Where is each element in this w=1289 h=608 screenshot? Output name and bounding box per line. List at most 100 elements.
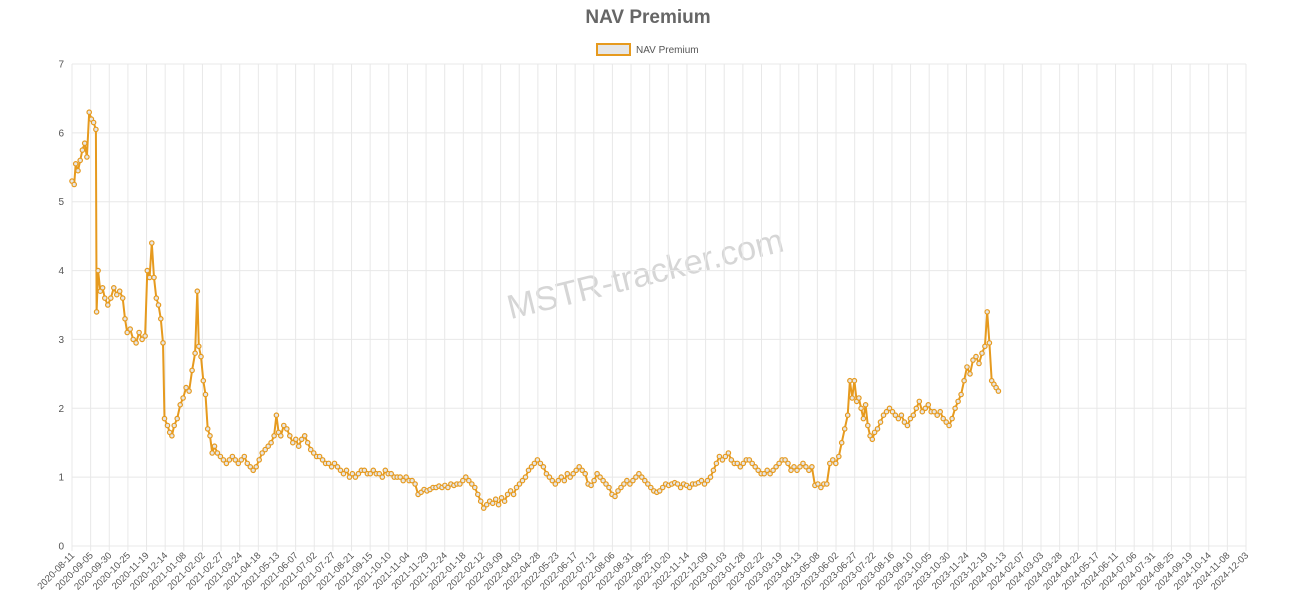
data-point[interactable]: [346, 474, 353, 480]
data-point[interactable]: [749, 460, 756, 467]
data-point[interactable]: [507, 488, 514, 494]
data-point[interactable]: [298, 436, 305, 443]
data-point[interactable]: [995, 388, 1002, 394]
data-point[interactable]: [919, 408, 926, 415]
data-point[interactable]: [973, 353, 979, 360]
data-point[interactable]: [349, 470, 356, 477]
data-point[interactable]: [146, 274, 153, 281]
data-point[interactable]: [952, 405, 958, 412]
data-point[interactable]: [704, 477, 711, 484]
data-point[interactable]: [849, 395, 856, 401]
data-point[interactable]: [606, 484, 612, 491]
data-point[interactable]: [250, 467, 257, 474]
data-point[interactable]: [594, 470, 600, 477]
data-point[interactable]: [256, 457, 263, 463]
data-point[interactable]: [271, 432, 277, 439]
data-point[interactable]: [409, 477, 415, 484]
data-point[interactable]: [114, 291, 120, 298]
data-point[interactable]: [851, 377, 858, 384]
data-point[interactable]: [627, 481, 633, 487]
data-point[interactable]: [949, 415, 955, 422]
data-point[interactable]: [579, 467, 586, 474]
data-point[interactable]: [907, 415, 914, 422]
data-point[interactable]: [674, 481, 681, 487]
data-point[interactable]: [139, 336, 145, 343]
data-point[interactable]: [489, 500, 496, 507]
data-point[interactable]: [519, 477, 526, 484]
data-point[interactable]: [403, 474, 409, 480]
data-point[interactable]: [340, 470, 347, 477]
data-point[interactable]: [737, 463, 744, 470]
data-point[interactable]: [815, 481, 821, 487]
data-point[interactable]: [304, 439, 311, 446]
data-point[interactable]: [961, 377, 967, 384]
data-point[interactable]: [259, 450, 266, 456]
data-point[interactable]: [90, 119, 97, 126]
data-point[interactable]: [95, 267, 101, 274]
data-point[interactable]: [337, 467, 344, 474]
data-point[interactable]: [537, 460, 544, 467]
data-point[interactable]: [244, 460, 251, 467]
data-point[interactable]: [355, 470, 362, 477]
data-point[interactable]: [501, 498, 508, 505]
data-point[interactable]: [169, 432, 175, 439]
data-point[interactable]: [412, 481, 418, 487]
data-point[interactable]: [746, 457, 753, 463]
data-point[interactable]: [823, 481, 830, 487]
data-point[interactable]: [71, 181, 78, 188]
data-point[interactable]: [457, 481, 463, 487]
data-point[interactable]: [764, 467, 771, 474]
data-point[interactable]: [108, 295, 114, 301]
data-point[interactable]: [552, 481, 559, 487]
data-point[interactable]: [728, 457, 735, 463]
data-point[interactable]: [618, 484, 624, 491]
data-point[interactable]: [127, 326, 134, 332]
data-point[interactable]: [943, 419, 950, 425]
data-point[interactable]: [211, 443, 218, 450]
data-point[interactable]: [725, 450, 732, 456]
data-point[interactable]: [382, 467, 389, 474]
data-point[interactable]: [841, 426, 848, 432]
data-point[interactable]: [136, 329, 142, 336]
data-point[interactable]: [883, 408, 890, 415]
data-point[interactable]: [247, 463, 254, 470]
data-point[interactable]: [722, 453, 729, 460]
data-point[interactable]: [600, 477, 606, 484]
data-point[interactable]: [582, 470, 589, 477]
data-point[interactable]: [289, 439, 296, 446]
data-point[interactable]: [630, 477, 636, 484]
data-point[interactable]: [280, 422, 287, 429]
data-point[interactable]: [367, 470, 374, 477]
data-point[interactable]: [492, 496, 499, 503]
data-point[interactable]: [307, 446, 314, 453]
data-point[interactable]: [192, 350, 198, 357]
data-point[interactable]: [984, 309, 991, 315]
data-point[interactable]: [102, 295, 108, 301]
data-point[interactable]: [217, 453, 224, 460]
data-point[interactable]: [886, 405, 893, 412]
data-point[interactable]: [773, 463, 779, 470]
data-point[interactable]: [895, 415, 902, 422]
data-point[interactable]: [462, 474, 469, 480]
data-point[interactable]: [316, 453, 323, 460]
data-point[interactable]: [200, 377, 207, 384]
data-point[interactable]: [860, 415, 867, 422]
data-point[interactable]: [151, 274, 157, 281]
data-point[interactable]: [194, 288, 201, 295]
data-point[interactable]: [510, 491, 517, 498]
data-point[interactable]: [209, 450, 216, 456]
data-point[interactable]: [788, 467, 794, 474]
data-point[interactable]: [328, 463, 335, 470]
data-point[interactable]: [940, 415, 947, 422]
data-point[interactable]: [183, 384, 189, 391]
data-point[interactable]: [710, 467, 717, 474]
data-point[interactable]: [72, 161, 79, 167]
data-point[interactable]: [301, 432, 308, 439]
data-point[interactable]: [319, 457, 326, 463]
data-point[interactable]: [198, 353, 204, 360]
data-point[interactable]: [794, 467, 800, 474]
data-point[interactable]: [869, 436, 876, 443]
data-point[interactable]: [809, 463, 815, 470]
data-point[interactable]: [207, 432, 213, 439]
data-point[interactable]: [174, 415, 181, 422]
